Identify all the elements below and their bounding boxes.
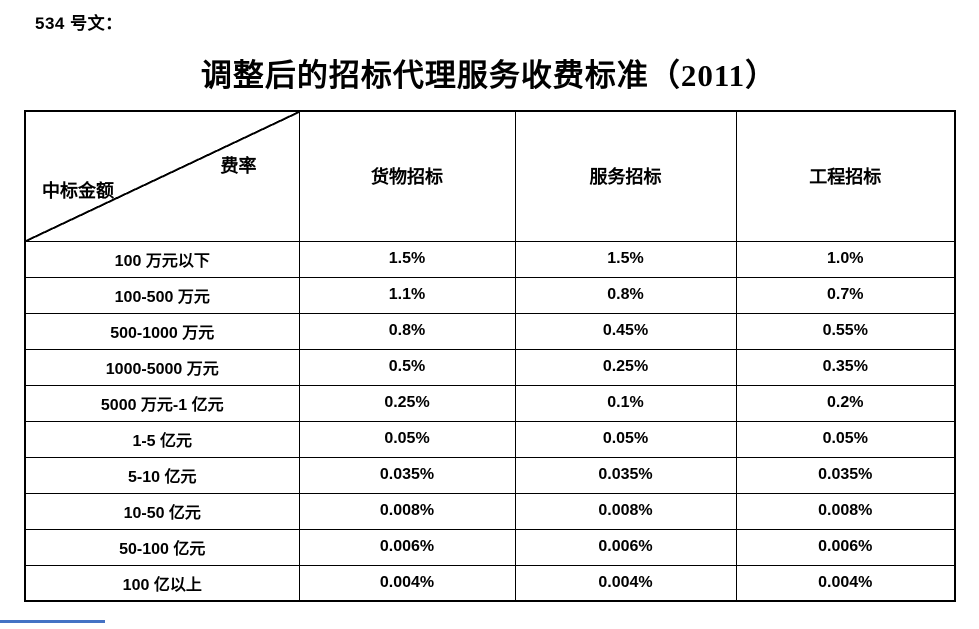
column-header-engineering: 工程招标	[735, 110, 956, 242]
corner-label-bid-amount: 中标金额	[42, 180, 114, 201]
engineering-rate-cell: 0.2%	[735, 384, 956, 422]
table-row: 100 万元以下 1.5% 1.5% 1.0%	[24, 240, 956, 278]
table-row: 1000-5000 万元 0.5% 0.25% 0.35%	[24, 348, 956, 386]
amount-range-cell: 100-500 万元	[24, 276, 300, 314]
goods-rate-cell: 0.008%	[298, 492, 516, 530]
services-rate-cell: 1.5%	[514, 240, 737, 278]
services-rate-cell: 0.008%	[514, 492, 737, 530]
engineering-rate-cell: 0.008%	[735, 492, 956, 530]
page-title: 调整后的招标代理服务收费标准（2011）	[200, 58, 778, 93]
services-rate-cell: 0.05%	[514, 420, 737, 458]
amount-range-cell: 100 万元以下	[24, 240, 300, 278]
services-rate-cell: 0.004%	[514, 564, 737, 602]
fee-rate-table: 费率 中标金额 货物招标 服务招标 工程招标 100 万元以下 1.5% 1.5…	[24, 110, 956, 602]
goods-rate-cell: 0.035%	[298, 456, 516, 494]
goods-rate-cell: 1.5%	[298, 240, 516, 278]
table-header-row: 费率 中标金额 货物招标 服务招标 工程招标	[24, 110, 956, 242]
goods-rate-cell: 1.1%	[298, 276, 516, 314]
table-row: 500-1000 万元 0.8% 0.45% 0.55%	[24, 312, 956, 350]
services-rate-cell: 0.8%	[514, 276, 737, 314]
goods-rate-cell: 0.004%	[298, 564, 516, 602]
column-header-goods: 货物招标	[298, 110, 516, 242]
corner-label-fee-rate: 费率	[220, 156, 257, 176]
amount-range-cell: 50-100 亿元	[24, 528, 300, 566]
goods-rate-cell: 0.8%	[298, 312, 516, 350]
amount-range-cell: 5-10 亿元	[24, 456, 300, 494]
table-row: 100-500 万元 1.1% 0.8% 0.7%	[24, 276, 956, 314]
services-rate-cell: 0.1%	[514, 384, 737, 422]
amount-range-cell: 5000 万元-1 亿元	[24, 384, 300, 422]
column-header-services: 服务招标	[514, 110, 737, 242]
engineering-rate-cell: 0.55%	[735, 312, 956, 350]
services-rate-cell: 0.006%	[514, 528, 737, 566]
page-bottom-accent-line	[0, 620, 105, 623]
table-row: 10-50 亿元 0.008% 0.008% 0.008%	[24, 492, 956, 530]
services-rate-cell: 0.45%	[514, 312, 737, 350]
goods-rate-cell: 0.5%	[298, 348, 516, 386]
amount-range-cell: 500-1000 万元	[24, 312, 300, 350]
diagonal-corner-cell: 费率 中标金额	[24, 110, 300, 242]
amount-range-cell: 1000-5000 万元	[24, 348, 300, 386]
table-row: 5000 万元-1 亿元 0.25% 0.1% 0.2%	[24, 384, 956, 422]
engineering-rate-cell: 0.35%	[735, 348, 956, 386]
table-row: 5-10 亿元 0.035% 0.035% 0.035%	[24, 456, 956, 494]
goods-rate-cell: 0.25%	[298, 384, 516, 422]
table-row: 1-5 亿元 0.05% 0.05% 0.05%	[24, 420, 956, 458]
amount-range-cell: 10-50 亿元	[24, 492, 300, 530]
doc-number-label: 534 号文：	[35, 14, 123, 33]
engineering-rate-cell: 0.006%	[735, 528, 956, 566]
goods-rate-cell: 0.05%	[298, 420, 516, 458]
services-rate-cell: 0.035%	[514, 456, 737, 494]
engineering-rate-cell: 0.7%	[735, 276, 956, 314]
amount-range-cell: 1-5 亿元	[24, 420, 300, 458]
amount-range-cell: 100 亿以上	[24, 564, 300, 602]
engineering-rate-cell: 0.035%	[735, 456, 956, 494]
table-row: 100 亿以上 0.004% 0.004% 0.004%	[24, 564, 956, 602]
engineering-rate-cell: 0.05%	[735, 420, 956, 458]
goods-rate-cell: 0.006%	[298, 528, 516, 566]
table-row: 50-100 亿元 0.006% 0.006% 0.006%	[24, 528, 956, 566]
engineering-rate-cell: 1.0%	[735, 240, 956, 278]
engineering-rate-cell: 0.004%	[735, 564, 956, 602]
services-rate-cell: 0.25%	[514, 348, 737, 386]
